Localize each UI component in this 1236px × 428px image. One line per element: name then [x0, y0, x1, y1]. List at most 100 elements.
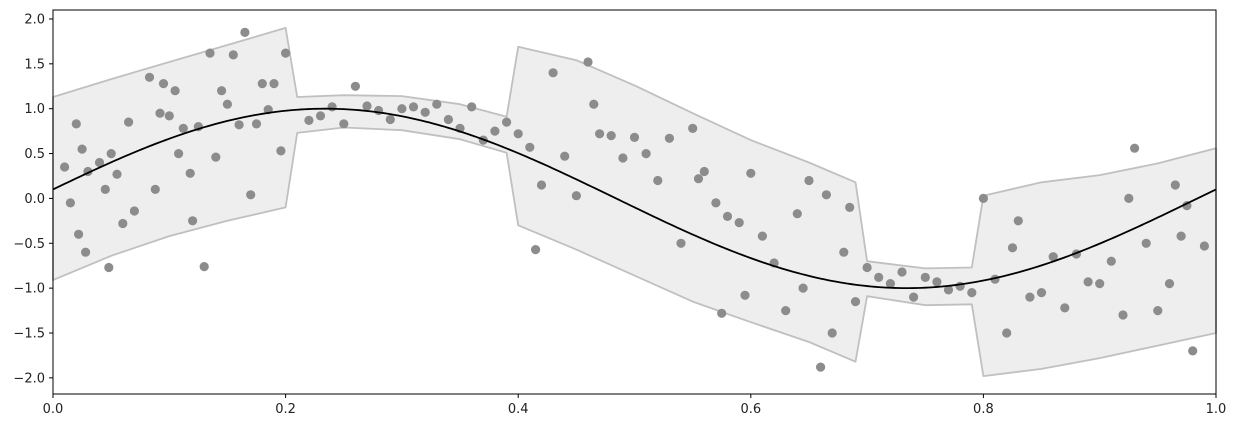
- data-point: [408, 102, 419, 112]
- data-point: [560, 151, 570, 161]
- data-point: [129, 206, 139, 216]
- data-point: [269, 79, 279, 89]
- data-point: [100, 184, 110, 194]
- data-point: [548, 68, 558, 78]
- x-tick-label: 0.4: [508, 402, 529, 417]
- data-point: [943, 285, 954, 295]
- data-point: [164, 111, 174, 121]
- x-tick-label: 0.8: [973, 402, 994, 417]
- data-point: [1153, 306, 1163, 316]
- data-point: [920, 272, 930, 282]
- data-point: [251, 119, 262, 129]
- mean-curve: [52, 107, 1217, 290]
- y-axis-ticks: −2.0 −1.5 −1.0 −0.5 0.0 0.5 1.0 1.5 2.0: [13, 12, 53, 386]
- data-point: [150, 184, 160, 194]
- data-point: [641, 149, 651, 159]
- data-point: [234, 120, 244, 130]
- y-tick-label: −1.0: [13, 282, 45, 297]
- data-point: [228, 50, 238, 60]
- data-point: [432, 99, 442, 109]
- data-point: [583, 57, 593, 67]
- data-point: [571, 191, 582, 201]
- data-point: [606, 131, 616, 141]
- data-point: [932, 277, 942, 287]
- y-tick-label: 1.0: [24, 102, 45, 117]
- data-point: [118, 218, 128, 229]
- data-point: [525, 142, 535, 152]
- data-point: [1170, 180, 1180, 190]
- data-point: [144, 72, 155, 82]
- data-point: [839, 247, 849, 257]
- data-point: [1083, 277, 1093, 287]
- data-point: [711, 198, 721, 208]
- data-point: [967, 288, 977, 298]
- data-point: [74, 229, 84, 239]
- x-tick-label: 0.0: [43, 402, 64, 417]
- data-point: [1130, 143, 1140, 153]
- data-point: [106, 149, 116, 159]
- data-point: [845, 202, 855, 212]
- data-point: [350, 81, 360, 91]
- data-point: [257, 79, 267, 89]
- data-point: [1013, 216, 1023, 226]
- data-point: [60, 162, 70, 172]
- data-point: [71, 119, 81, 129]
- y-tick-label: −2.0: [13, 371, 45, 386]
- data-point: [978, 193, 989, 203]
- data-point: [199, 262, 209, 272]
- data-point: [315, 111, 326, 121]
- data-point: [531, 245, 541, 255]
- data-point: [1025, 292, 1035, 302]
- data-point: [1199, 241, 1209, 251]
- data-point: [885, 279, 896, 289]
- data-point: [1141, 238, 1151, 248]
- data-point: [112, 169, 122, 179]
- data-point: [676, 238, 686, 248]
- data-point: [211, 152, 221, 162]
- data-point: [65, 198, 75, 208]
- data-point: [246, 190, 256, 200]
- data-point: [909, 292, 919, 302]
- data-point: [1007, 243, 1018, 253]
- data-point: [664, 133, 675, 143]
- data-point: [874, 272, 884, 282]
- data-point: [1188, 346, 1198, 356]
- data-point: [1095, 279, 1105, 289]
- data-point: [94, 157, 105, 168]
- data-point: [1106, 256, 1116, 266]
- data-point: [699, 166, 709, 177]
- data-point: [1124, 193, 1134, 203]
- data-point: [124, 117, 134, 127]
- data-point: [798, 283, 808, 293]
- data-point: [188, 216, 198, 226]
- data-point: [240, 27, 250, 37]
- data-point: [217, 86, 227, 96]
- data-point: [222, 99, 232, 109]
- axes: [52, 9, 1217, 395]
- data-point: [304, 115, 314, 125]
- data-point: [1002, 328, 1012, 338]
- data-point: [722, 211, 733, 221]
- data-point: [1048, 252, 1058, 262]
- data-point: [420, 107, 430, 117]
- data-point: [595, 129, 605, 139]
- data-point: [827, 328, 837, 338]
- data-point: [821, 190, 832, 200]
- data-point: [1118, 310, 1128, 320]
- data-point: [397, 104, 407, 114]
- data-point: [1060, 303, 1070, 313]
- data-point: [897, 267, 907, 277]
- data-point: [717, 308, 727, 318]
- data-point: [734, 218, 744, 228]
- data-point: [792, 209, 802, 219]
- data-point: [385, 114, 395, 125]
- data-points: [60, 27, 1209, 372]
- data-point: [155, 108, 165, 118]
- y-tick-label: −1.5: [13, 326, 45, 341]
- x-tick-label: 0.2: [275, 402, 296, 417]
- data-point: [862, 262, 872, 273]
- data-point: [816, 362, 826, 372]
- x-tick-label: 1.0: [1206, 402, 1227, 417]
- data-point: [185, 168, 195, 178]
